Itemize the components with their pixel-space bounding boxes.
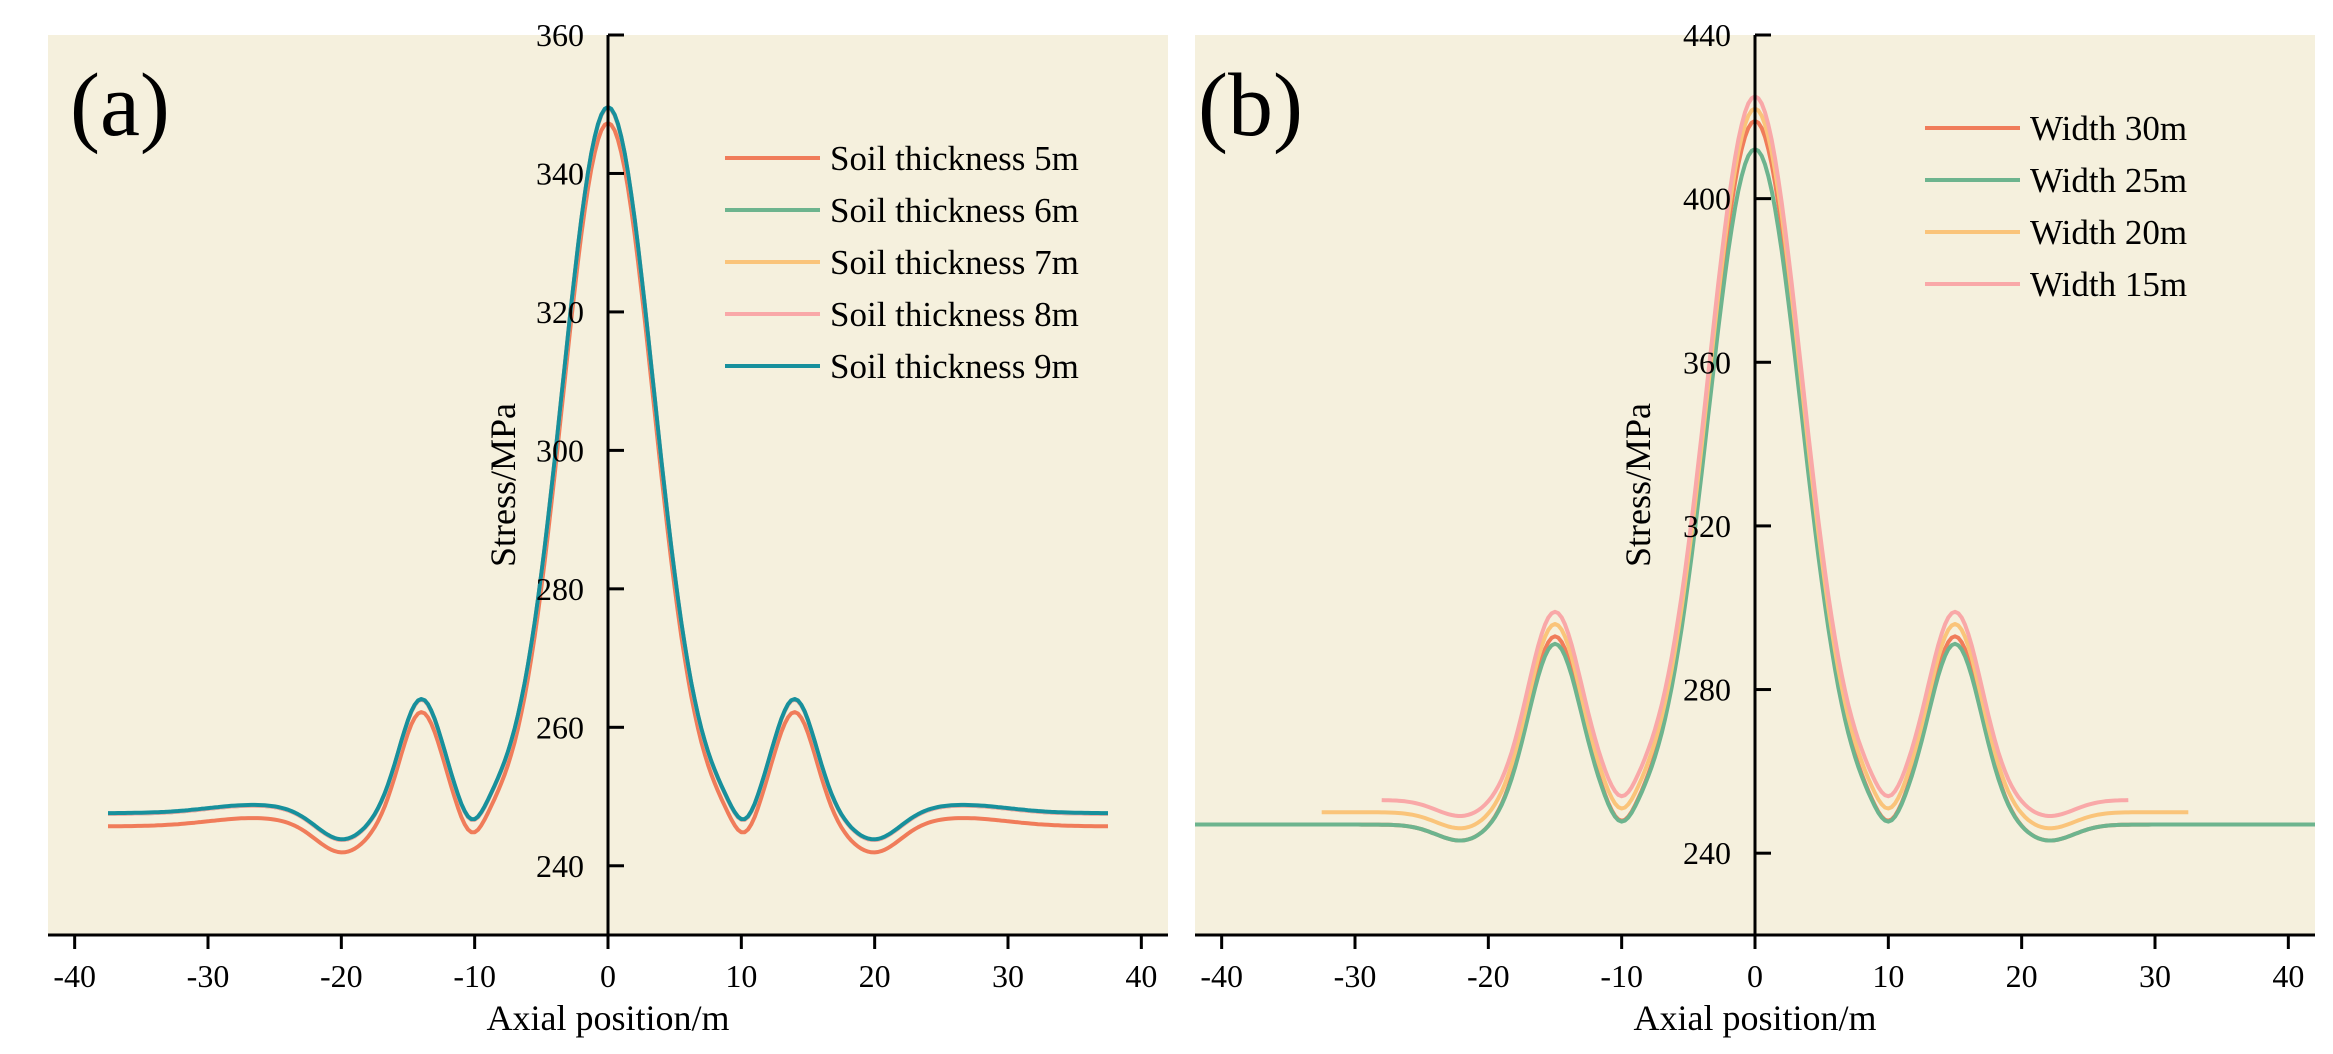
y-tick-label: 280 xyxy=(536,571,584,607)
legend-label: Width 15m xyxy=(2030,265,2187,304)
legend-label: Width 30m xyxy=(2030,109,2187,148)
y-tick-label: 320 xyxy=(1683,508,1731,544)
legend-label: Soil thickness 7m xyxy=(830,243,1079,282)
y-tick-label: 260 xyxy=(536,709,584,745)
y-tick-label: 320 xyxy=(536,294,584,330)
y-tick-label: 300 xyxy=(536,432,584,468)
legend-label: Width 20m xyxy=(2030,213,2187,252)
x-tick-label: 0 xyxy=(600,958,616,994)
y-axis-title: Stress/MPa xyxy=(1618,403,1658,567)
panel-label: (b) xyxy=(1198,56,1303,155)
legend-label: Soil thickness 6m xyxy=(830,191,1079,230)
x-tick-label: 10 xyxy=(725,958,757,994)
y-tick-label: 400 xyxy=(1683,181,1731,217)
x-tick-label: 40 xyxy=(1125,958,1157,994)
x-tick-label: -20 xyxy=(1467,958,1510,994)
x-tick-label: 40 xyxy=(2272,958,2304,994)
legend-label: Width 25m xyxy=(2030,161,2187,200)
panel-label: (a) xyxy=(70,56,170,155)
x-axis-title: Axial position/m xyxy=(1634,998,1877,1038)
x-tick-label: 20 xyxy=(2006,958,2038,994)
x-tick-label: -10 xyxy=(453,958,496,994)
x-tick-label: 20 xyxy=(859,958,891,994)
legend: Soil thickness 5m Soil thickness 6m Soil t… xyxy=(725,139,1079,386)
x-tick-label: 30 xyxy=(992,958,1024,994)
y-tick-label: 240 xyxy=(536,848,584,884)
x-tick-label: 10 xyxy=(1872,958,1904,994)
x-tick-label: -10 xyxy=(1600,958,1643,994)
legend-label: Soil thickness 9m xyxy=(830,347,1079,386)
x-tick-label: -30 xyxy=(1334,958,1377,994)
x-tick-label: 0 xyxy=(1747,958,1763,994)
y-tick-label: 360 xyxy=(1683,344,1731,380)
y-axis-title: Stress/MPa xyxy=(483,403,523,567)
y-tick-label: 240 xyxy=(1683,835,1731,871)
axes: -40 -30 -20 -10 0 10 20 30 40 240 260 280 300 320 340 3… xyxy=(48,17,1168,994)
x-axis-title: Axial position/m xyxy=(487,998,730,1038)
y-tick-label: 340 xyxy=(536,155,584,191)
x-tick-label: 30 xyxy=(2139,958,2171,994)
y-tick-label: 280 xyxy=(1683,672,1731,708)
axes: -40 -30 -20 -10 0 10 20 30 40 240 280 320 360 400 440 xyxy=(1195,17,2315,994)
legend-label: Soil thickness 5m xyxy=(830,139,1079,178)
legend-label: Soil thickness 8m xyxy=(830,295,1079,334)
x-tick-label: -40 xyxy=(1200,958,1243,994)
legend: Width 30m Width 25m Width 20m Width 15m xyxy=(1925,109,2187,304)
y-tick-label: 360 xyxy=(536,17,584,53)
panel-a: -40 -30 -20 -10 0 10 20 30 40 240 260 280 300 320 340 3… xyxy=(48,17,1168,1038)
panel-b: -40 -30 -20 -10 0 10 20 30 40240280320360400440 … xyxy=(1195,17,2315,1038)
x-tick-label: -20 xyxy=(320,958,363,994)
x-tick-label: -30 xyxy=(187,958,230,994)
x-tick-label: -40 xyxy=(53,958,96,994)
y-tick-label: 440 xyxy=(1683,17,1731,53)
